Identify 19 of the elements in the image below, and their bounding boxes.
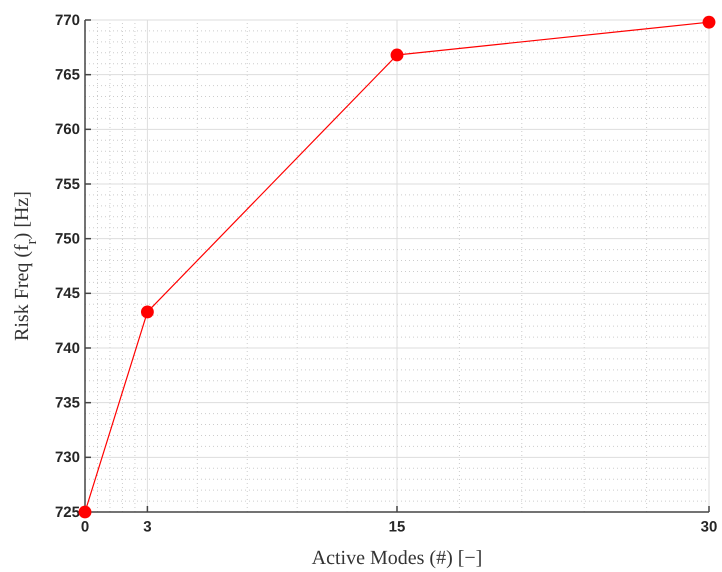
y-tick-label: 760: [54, 121, 80, 138]
x-tick-label: 30: [700, 518, 718, 536]
x-axis-title: Active Modes (#) [−]: [312, 547, 482, 569]
y-tick-label: 750: [54, 230, 80, 248]
x-tick-label: 0: [80, 518, 90, 536]
y-tick-label: 730: [54, 449, 80, 466]
point: [78, 506, 92, 518]
y-tick-label: 725: [54, 504, 80, 521]
y-tick-label: 745: [54, 285, 80, 302]
y-tick-label: 735: [54, 394, 80, 412]
y-tick-label: 755: [54, 176, 80, 193]
x-tick-label: 3: [143, 518, 152, 536]
y-tick-label: 740: [54, 340, 80, 357]
y-tick-label: 765: [54, 66, 80, 84]
point: [390, 48, 404, 62]
y-tick-label: 770: [54, 12, 80, 29]
point: [702, 16, 716, 29]
x-tick-label: 15: [388, 518, 406, 536]
point: [140, 306, 154, 318]
